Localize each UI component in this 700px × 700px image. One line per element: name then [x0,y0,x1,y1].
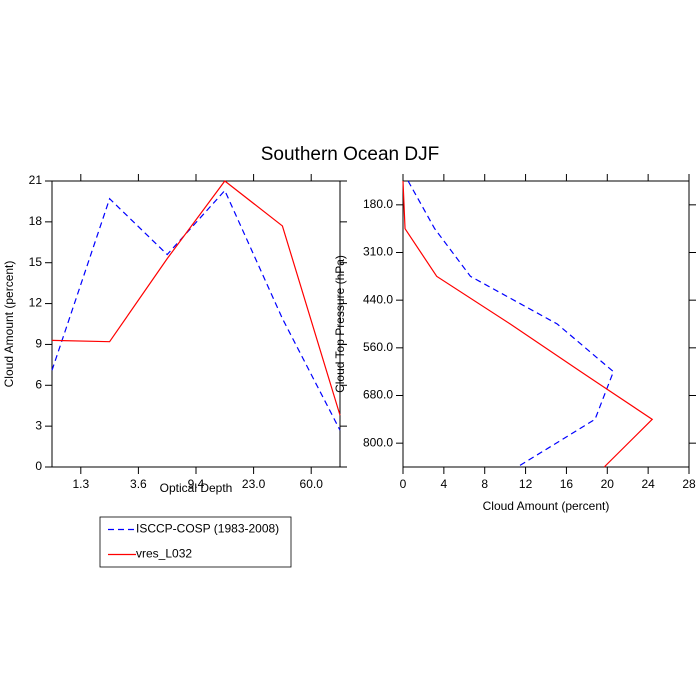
x-axis-label: Optical Depth [160,481,233,495]
y-tick-label: 0 [35,459,42,473]
chart-title: Southern Ocean DJF [261,144,439,165]
x-tick-label: 28 [682,477,696,491]
x-tick-label: 1.3 [72,477,89,491]
x-tick-label: 12 [519,477,533,491]
x-tick-label: 4 [441,477,448,491]
x-tick-label: 3.6 [130,477,147,491]
x-tick-label: 9.4 [188,477,205,491]
x-tick-label: 23.0 [242,477,266,491]
series-line [402,180,654,468]
x-tick-label: 60.0 [300,477,324,491]
y-tick-label: 310.0 [363,245,393,259]
legend-label: vres_L032 [136,547,192,561]
x-tick-label: 20 [601,477,615,491]
y-tick-label: 440.0 [363,292,393,306]
y-tick-label: 180.0 [363,197,393,211]
y-tick-label: 18 [29,214,43,228]
y-tick-label: 560.0 [363,340,393,354]
y-tick-label: 800.0 [363,435,393,449]
series-line [51,189,341,431]
y-axis-label: Cloud Amount (percent) [2,261,16,388]
y-tick-label: 680.0 [363,388,393,402]
y-tick-label: 6 [35,377,42,391]
legend-label: ISCCP-COSP (1983-2008) [136,522,279,536]
x-tick-label: 0 [400,477,407,491]
y-tick-label: 12 [29,296,43,310]
y-tick-label: 9 [35,337,42,351]
x-tick-label: 16 [560,477,574,491]
x-tick-label: 24 [641,477,655,491]
x-axis-label: Cloud Amount (percent) [483,499,610,513]
series-line [407,180,615,468]
y-tick-label: 15 [29,255,43,269]
x-tick-label: 8 [481,477,488,491]
legend-box [99,516,292,568]
y-axis-label: Cloud Top Pressure (hPa) [333,255,347,393]
y-tick-label: 3 [35,418,42,432]
series-line [51,180,341,416]
y-tick-label: 21 [29,173,43,187]
plot-frame [402,180,690,468]
